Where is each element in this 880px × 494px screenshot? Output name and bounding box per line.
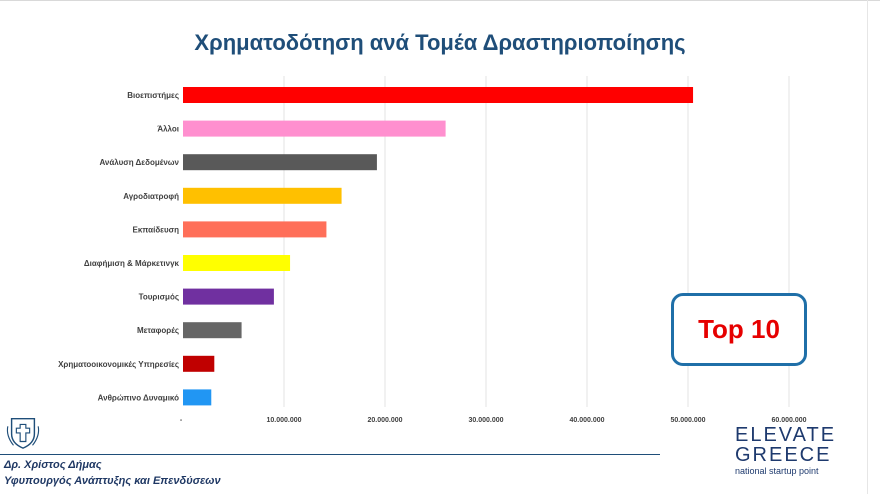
logo-line1: ELEVATE (735, 424, 837, 446)
category-label: Διαφήμιση & Μάρκετινγκ (84, 259, 180, 268)
bar (183, 154, 377, 171)
bar-chart: Βιοεπιστήμες Άλλοι Ανάλυση Δεδομένων Αγροδι… (58, 76, 807, 424)
chart-title: Χρηματοδότηση ανά Τομέα Δραστηριοποίησης (194, 30, 686, 55)
bar (183, 355, 215, 372)
ministry-title: Υφυπουργός Ανάπτυξης και Επενδύσεων (4, 475, 221, 487)
x-tick-label: 60.000.000 (771, 417, 806, 424)
top10-badge: Top 10 (671, 293, 807, 366)
category-label: Χρηματοοικονομικές Υπηρεσίες (58, 360, 179, 369)
category-label: Ανθρώπινο Δυναμικό (98, 393, 179, 402)
category-label: Τουρισμός (139, 293, 179, 302)
category-label: Μεταφορές (137, 326, 179, 335)
category-label: Εκπαίδευση (132, 225, 179, 234)
elevate-greece-logo: ELEVATE GREECE national startup point (735, 425, 835, 476)
logo-tagline: national startup point (735, 466, 819, 476)
frame-right-line (867, 0, 868, 494)
category-label: Βιοεπιστήμες (127, 91, 179, 100)
x-tick-label: 50.000.000 (670, 417, 705, 424)
x-tick-label: 40.000.000 (569, 417, 604, 424)
x-tick-label: 20.000.000 (367, 417, 402, 424)
greek-emblem-icon (6, 417, 40, 449)
category-label: Αγροδιατροφή (123, 192, 179, 201)
bar (183, 120, 446, 137)
bar (183, 221, 327, 238)
logo-line2: GREECE (735, 444, 832, 466)
footer-divider (0, 454, 660, 455)
bar (183, 288, 274, 305)
x-tick-label: - (180, 417, 183, 424)
bar (183, 389, 212, 406)
author-name: Δρ. Χρίστος Δήμας (4, 459, 102, 471)
frame-top-line (0, 0, 880, 1)
x-tick-label: 30.000.000 (468, 417, 503, 424)
bar (183, 187, 342, 204)
category-label: Ανάλυση Δεδομένων (99, 158, 179, 167)
x-tick-label: 10.000.000 (266, 417, 301, 424)
bar (183, 87, 694, 103)
bar (183, 255, 291, 271)
bar (183, 322, 242, 339)
category-label: Άλλοι (157, 125, 179, 134)
